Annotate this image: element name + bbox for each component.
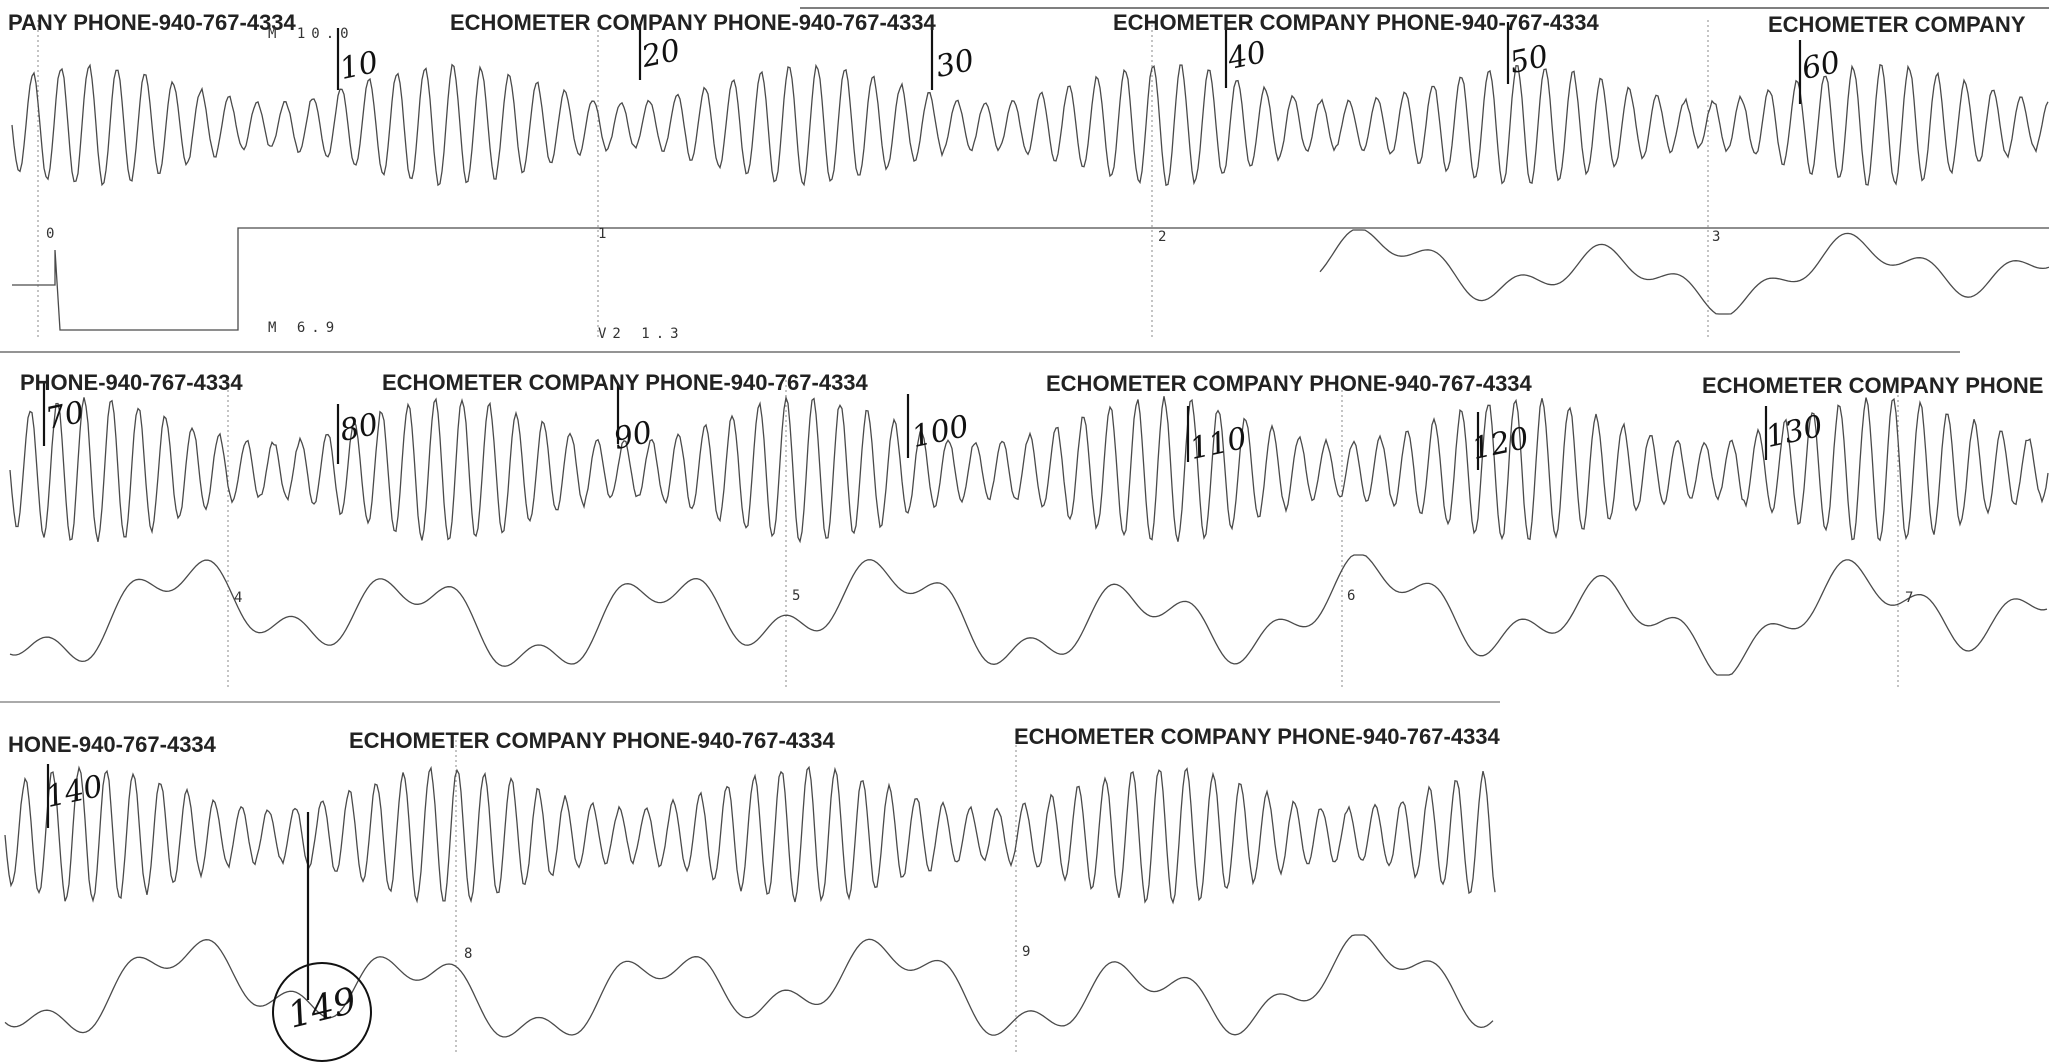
second-mark-9: 9 bbox=[1022, 944, 1031, 960]
header-row1-a: PANY PHONE-940-767-4334 bbox=[8, 10, 296, 35]
row1-lower-wave bbox=[1319, 229, 2049, 315]
second-mark-1: 1 bbox=[598, 226, 607, 242]
row1-upper-wave bbox=[11, 63, 2049, 187]
row3-upper-wave bbox=[4, 765, 1496, 905]
row2-lower-wave bbox=[9, 554, 2048, 676]
header-row3-b: ECHOMETER COMPANY PHONE-940-767-4334 bbox=[349, 728, 835, 753]
second-mark-2: 2 bbox=[1158, 229, 1167, 245]
waveforms bbox=[4, 63, 2049, 1038]
second-separators bbox=[37, 20, 1899, 1055]
header-row2-d: ECHOMETER COMPANY PHONE bbox=[1702, 373, 2044, 398]
header-row2-b: ECHOMETER COMPANY PHONE-940-767-4334 bbox=[382, 370, 868, 395]
header-row1-b: ECHOMETER COMPANY PHONE-940-767-4334 bbox=[450, 10, 936, 35]
second-mark-8: 8 bbox=[464, 946, 473, 962]
second-mark-6: 6 bbox=[1347, 588, 1356, 604]
gain-label-mid: M 6.9 bbox=[268, 320, 341, 336]
gain-label-v2: V2 1.3 bbox=[598, 326, 685, 342]
pen-marks bbox=[42, 22, 1802, 1000]
header-row3-c: ECHOMETER COMPANY PHONE-940-767-4334 bbox=[1014, 724, 1500, 749]
header-row3-a: HONE-940-767-4334 bbox=[8, 732, 216, 757]
row3-lower-wave bbox=[4, 934, 1494, 1038]
second-mark-7: 7 bbox=[1905, 590, 1914, 606]
second-mark-5: 5 bbox=[792, 588, 801, 604]
header-row1-c: ECHOMETER COMPANY PHONE-940-767-4334 bbox=[1113, 10, 1599, 35]
second-mark-3: 3 bbox=[1712, 229, 1721, 245]
gain-label-top: M 10.0 bbox=[268, 26, 355, 42]
header-row2-c: ECHOMETER COMPANY PHONE-940-767-4334 bbox=[1046, 371, 1532, 396]
header-row2-a: PHONE-940-767-4334 bbox=[20, 370, 243, 395]
second-mark-4: 4 bbox=[234, 590, 243, 606]
second-mark-0: 0 bbox=[46, 226, 55, 242]
header-row1-d: ECHOMETER COMPANY bbox=[1768, 12, 2026, 37]
row2-upper-wave bbox=[9, 395, 2049, 544]
row1-lower-step bbox=[12, 227, 2049, 331]
